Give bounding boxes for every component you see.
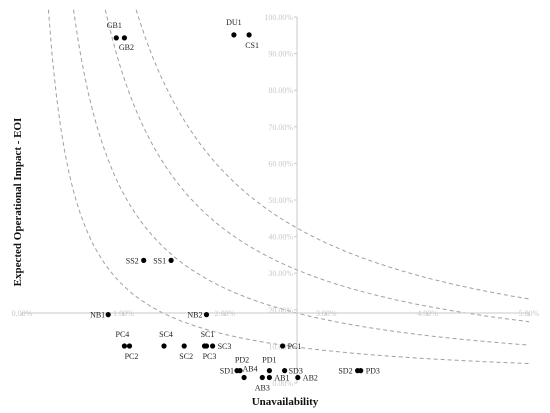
data-point-gb2	[121, 35, 127, 41]
data-point-sc2	[181, 343, 187, 349]
data-point-du1	[231, 32, 237, 38]
x-tick-label: 1.00%	[113, 309, 134, 318]
data-label-gb2: GB2	[119, 43, 134, 52]
data-label-du1: DU1	[226, 18, 242, 27]
data-point-nb2	[203, 312, 210, 318]
data-label-sc4: SC4	[159, 330, 173, 339]
y-tick-label: 60.00%	[268, 159, 293, 168]
data-point-ss2	[141, 257, 147, 263]
iso-curve	[135, 9, 530, 300]
data-label-ab1: AB1	[274, 374, 289, 383]
data-label-pc2: PC2	[125, 352, 139, 361]
data-label-pd2: PD2	[235, 356, 249, 365]
data-label-sc2: SC2	[179, 352, 193, 361]
data-label-cs1: CS1	[245, 41, 259, 50]
data-point-pc4	[121, 343, 127, 349]
data-points: GB1 GB2 DU1 CS1 SS2 SS1 NB1 NB2 PC4 PC2 SC4 SC2 SC1 P…	[90, 18, 380, 393]
data-label-pd1: PD1	[262, 356, 276, 365]
data-label-gb1: GB1	[107, 21, 122, 30]
data-point-pc1	[280, 343, 286, 349]
iso-curve	[73, 9, 530, 346]
data-label-sd3: SD3	[289, 367, 303, 376]
data-label-ab2: AB2	[303, 374, 318, 383]
y-axis-title: Expected Operational Impact - EOI	[12, 118, 24, 287]
data-point-nb1	[105, 312, 111, 318]
data-point-ab1	[266, 374, 272, 381]
data-label-sc3: SC3	[218, 342, 232, 351]
data-label-pc1: PC1	[288, 342, 302, 351]
data-point-sc3	[210, 343, 216, 349]
data-label-ss1: SS1	[153, 256, 166, 265]
iso-curve	[104, 9, 530, 323]
data-point-ab4	[241, 374, 247, 381]
y-tick-label: 80.00%	[268, 86, 293, 95]
data-label-pc3: PC3	[203, 352, 217, 361]
y-tick-label: 20.00%	[268, 306, 293, 315]
data-point-ab3	[259, 374, 265, 381]
y-tick-label: 100.00%	[264, 13, 293, 22]
x-tick-label: 0.00%	[12, 309, 33, 318]
x-tick-label: 2.00%	[214, 309, 235, 318]
data-point-pd2	[237, 368, 243, 374]
data-label-pc4: PC4	[116, 330, 130, 339]
y-tick-label: 30.00%	[268, 269, 293, 278]
chart-axes: 0.00%1.00%2.00%3.00%4.00%5.00%0.00%10.00…	[12, 13, 540, 388]
x-tick-label: 5.00%	[519, 309, 540, 318]
data-label-sd1: SD1	[220, 367, 234, 376]
x-tick-label: 4.00%	[417, 309, 438, 318]
data-point-cs1	[246, 32, 252, 38]
y-tick-label: 40.00%	[268, 233, 293, 242]
data-point-ss1	[168, 257, 174, 263]
data-label-pd3: PD3	[366, 367, 380, 376]
data-point-pc3	[203, 343, 210, 349]
data-point-pd1	[266, 368, 272, 374]
data-label-nb2: NB2	[187, 311, 202, 320]
x-axis-title: Unavailability	[252, 396, 319, 408]
iso-curve	[47, 9, 530, 364]
data-point-sd3	[282, 368, 288, 374]
data-label-ab3: AB3	[255, 384, 270, 393]
iso-risk-curves	[47, 9, 530, 364]
data-point-pd3	[358, 368, 364, 374]
y-tick-label: 90.00%	[268, 50, 293, 59]
data-label-nb1: NB1	[90, 311, 105, 320]
y-tick-label: 50.00%	[268, 196, 293, 205]
data-label-sc1: SC1	[201, 330, 215, 339]
data-label-ab4: AB4	[243, 365, 258, 374]
data-label-sd2: SD2	[338, 367, 352, 376]
data-point-pc2	[126, 343, 133, 349]
data-label-ss2: SS2	[126, 256, 139, 265]
data-point-gb1	[113, 35, 119, 41]
data-point-sc4	[161, 343, 167, 349]
data-point-ab2	[295, 374, 301, 381]
y-tick-label: 70.00%	[268, 123, 293, 132]
y-tick-label: 0.00%	[272, 379, 293, 388]
x-tick-label: 3.00%	[316, 309, 337, 318]
